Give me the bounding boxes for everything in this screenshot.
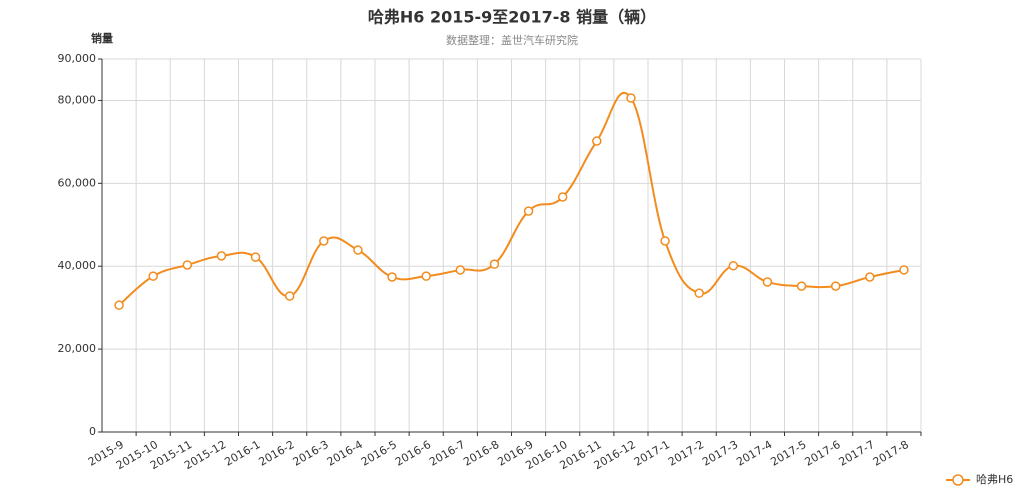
point [387,272,397,282]
chart-subtitle: 数据整理：盖世汽车研究院 [446,33,578,47]
point [796,281,807,291]
point [762,277,773,287]
point [592,136,602,146]
x-tick-label: 2017-7 [837,438,877,469]
legend-marker [952,474,964,486]
point [250,252,261,262]
point [216,251,227,261]
point [660,236,670,246]
x-tick-label: 2017-2 [666,438,706,469]
point [899,265,909,275]
point [319,236,329,246]
point [557,192,568,202]
point [148,271,158,281]
x-tick-label: 2016-5 [359,438,399,469]
point [489,259,500,269]
point [728,261,739,271]
point [182,260,193,270]
point [114,300,124,310]
point [421,271,431,281]
x-tick-label: 2016-6 [393,438,433,469]
x-tick-label: 2017-1 [632,438,672,469]
y-tick-label: 40,000 [58,259,97,272]
point [284,291,295,301]
chart-title: 哈弗H6 2015-9至2017-8 销量（辆） [368,8,656,27]
point [523,206,534,216]
x-tick-label: 2017-6 [802,438,842,469]
y-tick-label: 60,000 [58,176,97,189]
x-tick-label: 2017-3 [700,438,740,469]
point [626,93,636,103]
point [830,281,841,291]
x-tick-label: 2017-5 [768,438,808,469]
point [694,288,704,298]
x-tick-label: 2016-2 [256,438,296,469]
legend-label: 哈弗H6 [976,472,1013,486]
point [865,272,875,282]
x-tick-label: 2017-4 [734,438,774,469]
y-tick-label: 20,000 [58,342,97,355]
x-tick-label: 2016-4 [325,438,365,469]
y-tick-label: 80,000 [58,93,97,106]
x-tick-label: 2016-3 [291,438,331,469]
x-tick-label: 2016-1 [222,438,262,469]
point [455,265,466,275]
y-tick-label: 90,000 [58,52,97,65]
x-tick-label: 2017-8 [871,438,911,469]
x-tick-label: 2016-8 [461,438,501,469]
y-tick-label: 0 [89,425,96,438]
x-tick-label: 2016-7 [427,438,467,469]
y-axis-title: 销量 [91,31,113,45]
point [353,245,363,255]
